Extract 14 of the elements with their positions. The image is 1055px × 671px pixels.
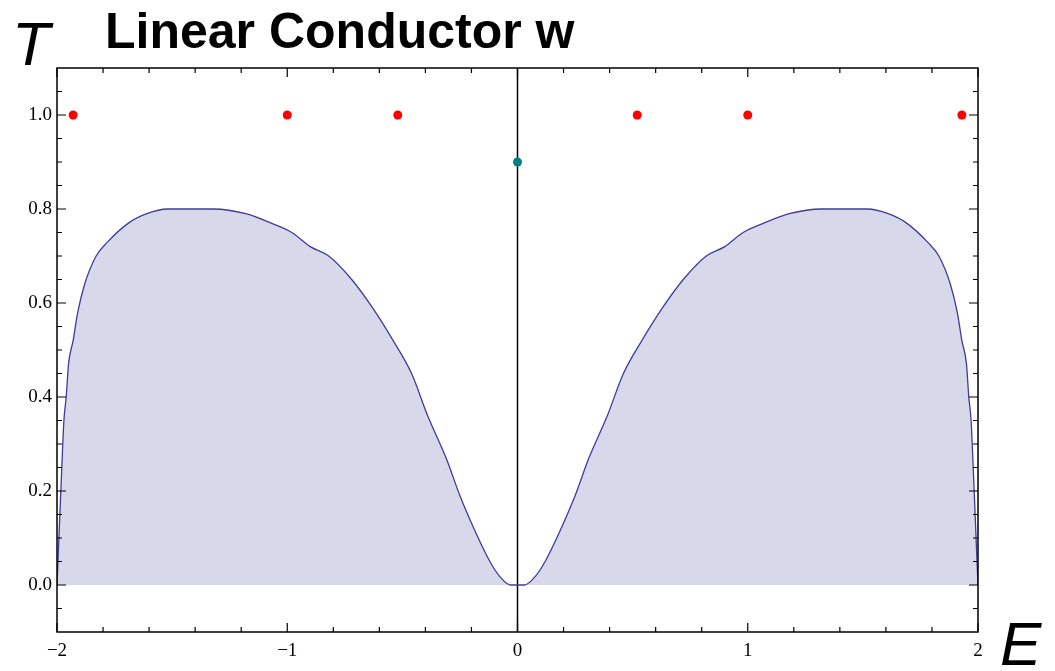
y-axis-title: T xyxy=(12,9,54,78)
y-tick-label: 1.0 xyxy=(28,102,52,124)
chart-title: Linear Conductor w xyxy=(105,2,575,60)
y-tick-label: 0.6 xyxy=(28,290,52,312)
y-tick-label: 0.8 xyxy=(28,196,52,218)
y-tick-label: 0.4 xyxy=(28,384,53,406)
x-tick-label: −2 xyxy=(46,639,68,661)
y-tick-label: 0.2 xyxy=(28,478,52,500)
x-tick-label: 0 xyxy=(512,639,523,661)
x-tick-label: 1 xyxy=(743,639,753,661)
y-tick-label: 0.0 xyxy=(28,572,52,594)
x-tick-label: 2 xyxy=(973,639,983,661)
x-tick-label: −1 xyxy=(277,639,298,661)
x-axis-title: E xyxy=(1000,609,1042,671)
